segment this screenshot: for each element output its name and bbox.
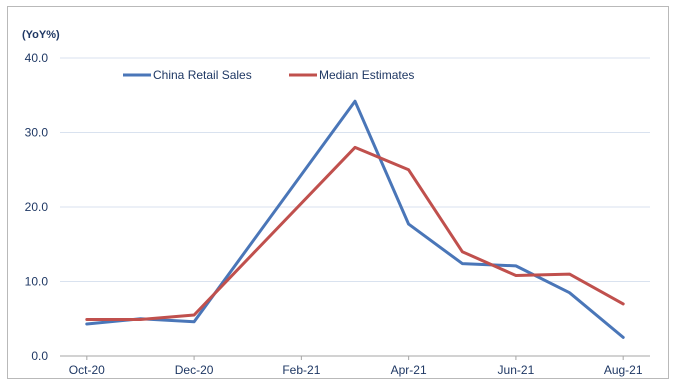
x-tick-label: Aug-21 [604, 363, 643, 377]
x-tick-label: Dec-20 [175, 363, 214, 377]
y-tick-labels: 0.0 10.0 20.0 30.0 40.0 [25, 51, 49, 363]
legend-label: Median Estimates [319, 68, 414, 82]
chart-frame [7, 6, 669, 379]
x-tick-labels: Oct-20 Dec-20 Feb-21 Apr-21 Jun-21 Aug-21 [69, 356, 643, 377]
y-tick-label: 0.0 [31, 349, 48, 363]
x-tick-label: Feb-21 [282, 363, 320, 377]
series-lines [85, 99, 625, 339]
series-line-0 [85, 99, 625, 339]
y-tick-label: 20.0 [25, 200, 49, 214]
legend: China Retail Sales Median Estimates [123, 68, 414, 82]
series-line-1 [85, 145, 625, 321]
grid [60, 57, 650, 357]
x-tick-label: Apr-21 [391, 363, 427, 377]
y-tick-label: 40.0 [25, 51, 49, 65]
y-tick-label: 10.0 [25, 275, 49, 289]
legend-label: China Retail Sales [153, 68, 252, 82]
y-tick-label: 30.0 [25, 126, 49, 140]
y-unit-label: (YoY%) [22, 29, 60, 41]
x-tick-label: Oct-20 [69, 363, 105, 377]
x-tick-label: Jun-21 [498, 363, 535, 377]
